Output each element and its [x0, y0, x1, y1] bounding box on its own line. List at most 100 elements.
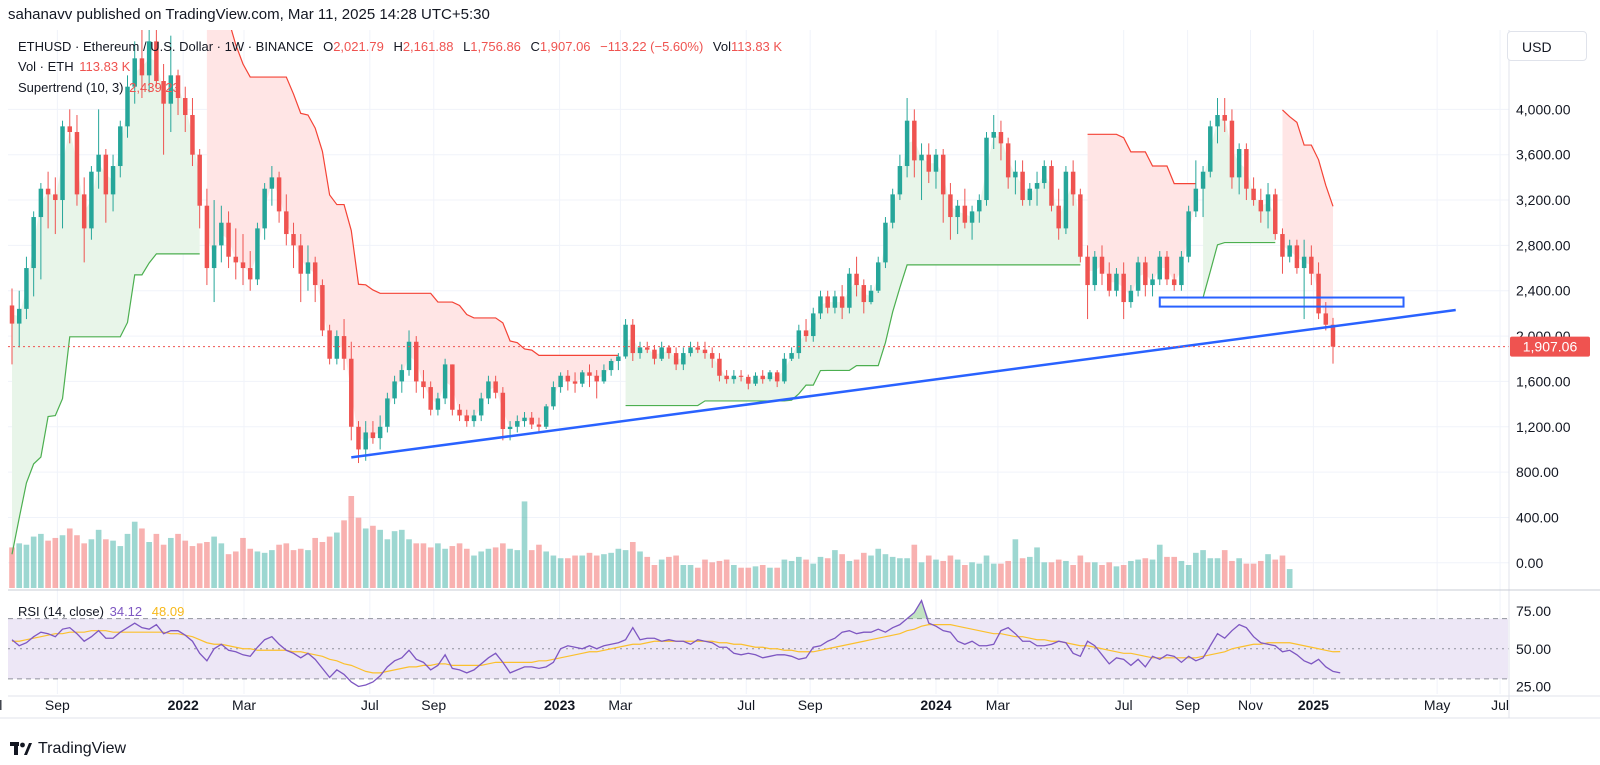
candle-body	[1106, 273, 1112, 291]
price-tick-label: 400.00	[1516, 509, 1559, 525]
volume-bar	[637, 551, 643, 588]
symbol-description[interactable]: ETHUSD · Ethereum / U.S. Dollar · 1W · B…	[18, 39, 314, 54]
volume-bar	[319, 542, 326, 588]
volume-bar	[1243, 563, 1250, 588]
candle-body	[883, 222, 888, 263]
candle-body	[1150, 279, 1155, 286]
volume-bar	[485, 548, 492, 588]
candle-body	[695, 347, 701, 350]
candle-body	[464, 415, 470, 422]
volume-bar	[146, 542, 152, 588]
volume-bar	[103, 539, 109, 588]
price-tick-label: 800.00	[1516, 464, 1559, 480]
candle-body	[125, 86, 130, 127]
candle-body	[558, 375, 563, 388]
time-tick-label: Jul	[361, 697, 379, 713]
supertrend-up-line	[1202, 241, 1276, 298]
volume-bar	[716, 560, 723, 588]
candle-body	[507, 426, 513, 430]
support-zone-rectangle[interactable]	[1158, 296, 1405, 308]
volume-bar	[362, 528, 369, 588]
volume-indicator-label[interactable]: Vol · ETH	[18, 59, 74, 74]
candle-body	[767, 372, 773, 380]
ohlc-legend[interactable]: ETHUSD · Ethereum / U.S. Dollar · 1W · B…	[18, 39, 782, 54]
supertrend-down-line	[230, 30, 619, 356]
candle-body	[551, 387, 556, 407]
time-tick-label: Sep	[421, 697, 446, 713]
time-tick-label: Sep	[798, 697, 823, 713]
candle-body	[738, 375, 744, 377]
volume-bar	[1142, 558, 1149, 588]
volume-bar	[1164, 556, 1170, 588]
volume-bar	[153, 533, 160, 588]
drawn-annotations	[351, 296, 1456, 459]
volume-bar	[694, 567, 701, 588]
candle-body	[659, 347, 664, 359]
volume-bar	[9, 547, 15, 588]
supertrend-up-fill	[625, 134, 1081, 406]
close-value: 1,907.06	[539, 39, 591, 54]
price-tick-label: 1,600.00	[1516, 373, 1571, 389]
change-value: −113.22 (−5.60%)	[600, 39, 704, 54]
volume-bar	[565, 558, 571, 588]
candle-body	[370, 432, 376, 439]
candle-body	[1229, 120, 1235, 178]
volume-bar	[723, 559, 730, 588]
volume-bar	[232, 551, 239, 588]
candle-body	[269, 177, 275, 189]
time-axis[interactable]: Jul Sep 2022 Mar Jul Sep 2023 Mar Jul Sep 2024 Mar J…	[0, 697, 1509, 713]
footer-brand[interactable]: TradingView	[10, 740, 126, 758]
currency-button[interactable]: USD	[1507, 31, 1587, 61]
candle-body	[630, 324, 636, 354]
volume-legend[interactable]: Vol · ETH 113.83 K	[18, 59, 130, 74]
candle-body	[796, 330, 802, 354]
candle-body	[825, 296, 830, 308]
volume-bar	[644, 556, 651, 588]
volume-bar	[160, 544, 167, 588]
volume-bar	[290, 550, 297, 588]
volume-bar	[16, 543, 23, 588]
candle-body	[312, 262, 318, 286]
candle-body	[1244, 149, 1249, 189]
supertrend-down-line	[1282, 109, 1334, 207]
low-label: L	[463, 39, 471, 54]
rsi-label[interactable]: RSI (14, close)	[18, 604, 104, 619]
volume-bar	[572, 555, 578, 588]
volume-bar	[709, 562, 716, 588]
volume-bar	[1034, 547, 1040, 588]
candle-body	[529, 417, 534, 425]
candle-body	[1330, 324, 1336, 347]
volume-bar	[471, 555, 477, 588]
candle-body	[832, 296, 838, 308]
volume-bar	[853, 559, 860, 588]
candle-body	[1013, 171, 1018, 178]
volume-bar	[52, 537, 59, 588]
volume-bar	[586, 552, 593, 588]
open-value: 2,021.79	[333, 39, 384, 54]
volume-bar	[702, 559, 708, 588]
candle-body	[1273, 194, 1278, 235]
time-tick-label: Jul	[1115, 697, 1133, 713]
supertrend-label[interactable]: Supertrend (10, 3)	[18, 80, 124, 95]
rsi-axis[interactable]: 25.00 50.00 75.00	[1516, 603, 1551, 694]
price-tick-label: 3,200.00	[1516, 192, 1571, 208]
candle-body	[1034, 183, 1040, 189]
rising-trendline[interactable]	[351, 308, 1456, 459]
volume-bar	[406, 539, 412, 588]
volume-bar	[45, 540, 51, 588]
rsi-legend[interactable]: RSI (14, close) 34.12 48.09	[18, 604, 184, 619]
rsi-value: 34.12	[109, 604, 143, 619]
price-axis[interactable]: 0.00400.00800.001,200.001,600.002,000.00…	[1516, 101, 1571, 570]
tradingview-logo-icon	[10, 742, 32, 755]
candle-body	[984, 137, 989, 201]
volume-bar	[175, 533, 181, 588]
supertrend-legend[interactable]: Supertrend (10, 3) 2,439.23	[18, 80, 180, 95]
volume-bar	[839, 554, 845, 588]
volume-bar	[1084, 562, 1091, 588]
candle-body	[60, 126, 65, 201]
high-value: 2,161.88	[402, 39, 454, 54]
last-price-tag: 1,907.06	[1510, 336, 1590, 357]
candle-body	[818, 296, 823, 314]
candle-body	[81, 194, 87, 229]
candle-body	[652, 349, 657, 359]
